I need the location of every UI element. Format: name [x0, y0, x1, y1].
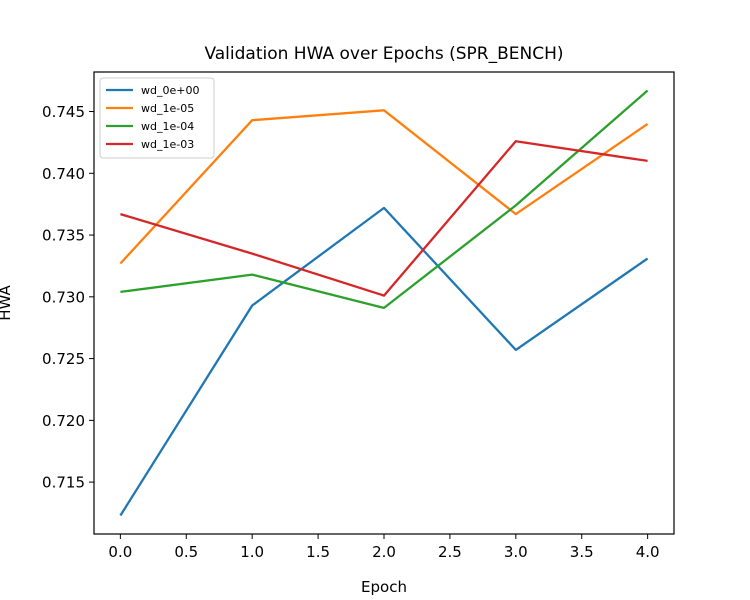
- y-tick-label: 0.735: [42, 227, 85, 245]
- x-tick-label: 3.5: [570, 543, 594, 561]
- y-tick-label: 0.725: [42, 350, 85, 368]
- y-tick-label: 0.745: [42, 103, 85, 121]
- x-tick-label: 2.0: [372, 543, 396, 561]
- x-axis-label: Epoch: [361, 578, 407, 596]
- legend-label: wd_0e+00: [141, 84, 199, 97]
- y-tick-label: 0.730: [42, 288, 85, 306]
- y-tick-label: 0.715: [42, 474, 85, 492]
- y-axis: 0.715 0.720 0.725 0.730 0.735 0.740 0.745: [42, 103, 94, 492]
- x-tick-label: 1.5: [306, 543, 330, 561]
- x-tick-label: 0.5: [174, 543, 198, 561]
- plot-area: [119, 89, 649, 517]
- series-line-wd_1e-03: [120, 140, 648, 297]
- x-tick-label: 0.0: [108, 543, 132, 561]
- series-line-wd_1e-05: [119, 109, 649, 265]
- legend-label: wd_1e-03: [141, 138, 194, 151]
- legend: wd_0e+00 wd_1e-05 wd_1e-04 wd_1e-03: [99, 77, 215, 159]
- legend-label: wd_1e-05: [141, 102, 194, 115]
- legend-box: [99, 77, 215, 159]
- legend-label: wd_1e-04: [141, 120, 194, 133]
- y-axis-label: HWA: [0, 284, 14, 320]
- y-tick-label: 0.740: [42, 165, 85, 183]
- series-line-wd_0e+00: [119, 206, 649, 517]
- x-tick-label: 3.0: [504, 543, 528, 561]
- x-tick-label: 2.5: [438, 543, 462, 561]
- series-line-wd_1e-04: [120, 89, 649, 310]
- y-tick-label: 0.720: [42, 412, 85, 430]
- chart-title: Validation HWA over Epochs (SPR_BENCH): [204, 44, 563, 64]
- x-axis: 0.0 0.5 1.0 1.5 2.0 2.5 3.0 3.5 4.0: [108, 534, 660, 561]
- x-tick-label: 4.0: [636, 543, 660, 561]
- x-tick-label: 1.0: [240, 543, 264, 561]
